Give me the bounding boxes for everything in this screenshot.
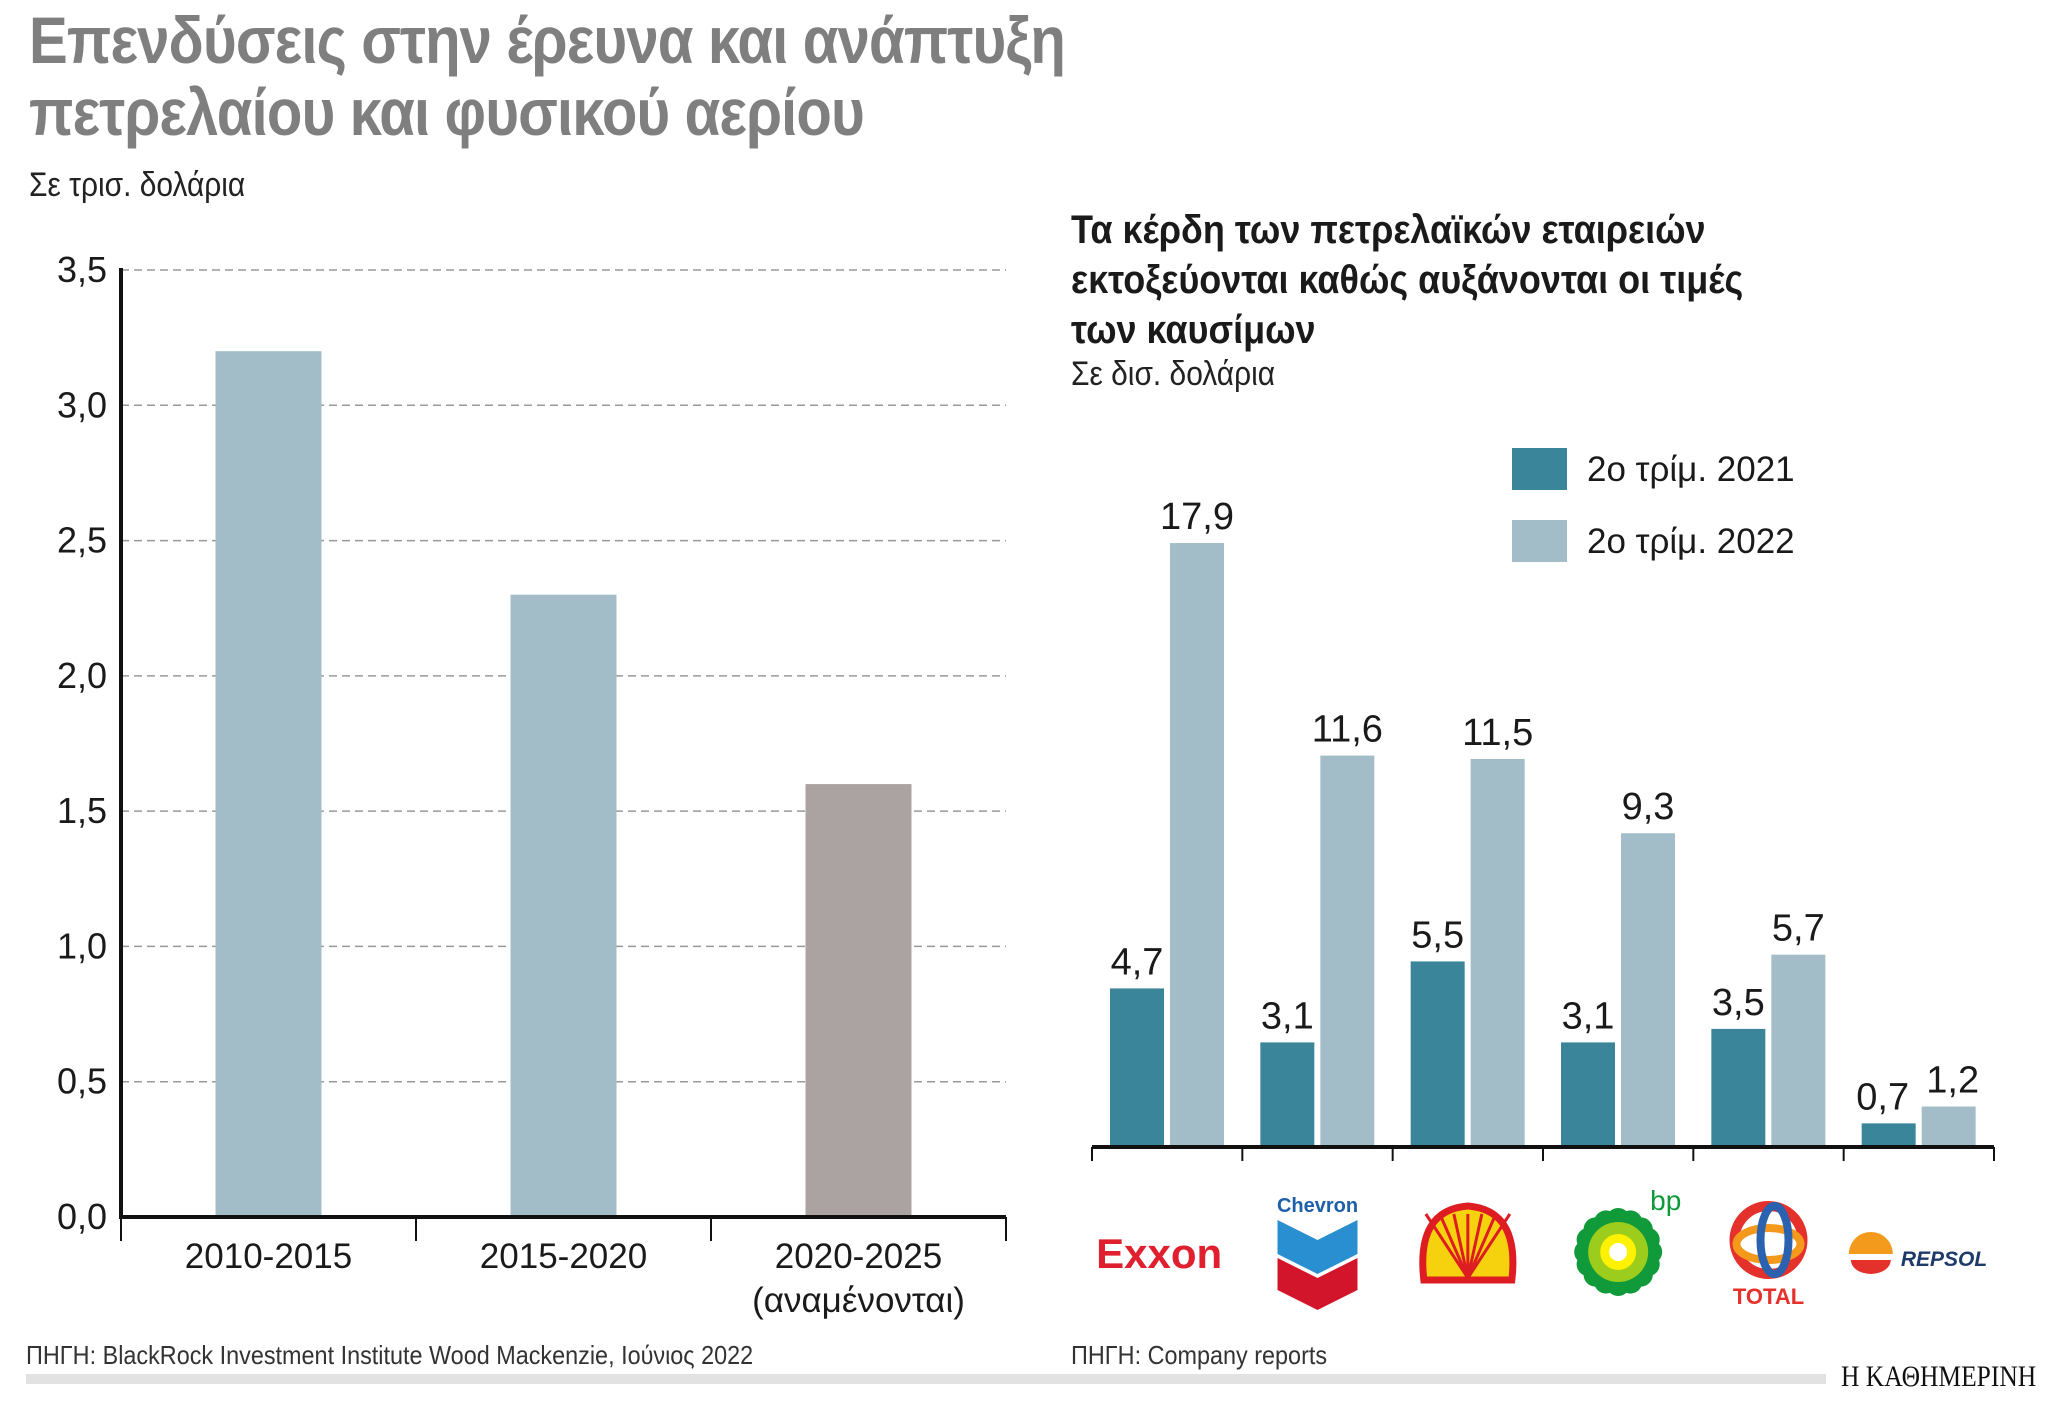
data-label: 1,2 [1926, 1060, 1979, 1102]
left-unit: Σε τρισ. δολάρια [29, 166, 246, 204]
repsol-bottom [1850, 1260, 1891, 1274]
publisher-logo: Η ΚΑΘΗΜΕΡΙΝΗ [1841, 1360, 2037, 1393]
shell-logo [1419, 1202, 1517, 1284]
bp-logo: bp [1574, 1185, 1681, 1296]
right-title-line2: εκτοξεύονται καθώς αυξάνονται οι τιμές [1071, 258, 1744, 302]
bar-exxon-series1 [1110, 988, 1164, 1147]
left-title-line1: Επενδύσεις στην έρευνα και ανάπτυξη [29, 3, 1066, 77]
y-tick-label: 2,5 [57, 520, 107, 561]
chevron-logo: Chevron [1277, 1195, 1358, 1310]
legend-label: 2ο τρίμ. 2022 [1587, 522, 1795, 561]
data-label: 11,5 [1462, 712, 1533, 754]
shell-rib [1466, 1213, 1498, 1279]
total-ring-orange [1732, 1224, 1805, 1264]
right-source: ΠΗΓΗ: Company reports [1071, 1340, 1328, 1370]
bar-bp-series1 [1561, 1042, 1615, 1147]
bar-total-series1 [1711, 1028, 1766, 1147]
x-tick-label: 2010-2015 [185, 1237, 352, 1276]
legend-swatch [1512, 520, 1567, 562]
y-tick-label: 1,0 [57, 925, 107, 966]
data-label: 0,7 [1856, 1076, 1909, 1118]
legend-label: 2ο τρίμ. 2021 [1587, 450, 1795, 489]
data-label: 5,7 [1772, 908, 1825, 950]
total-text: TOTAL [1733, 1284, 1804, 1309]
bar-2010-2015 [215, 351, 322, 1218]
y-tick-label: 0,0 [57, 1196, 107, 1237]
bar-chevron-series2 [1320, 755, 1375, 1147]
x-tick-sublabel: (αναμένονται) [752, 1281, 965, 1320]
bp-center [1609, 1243, 1628, 1261]
bar-exxon-series2 [1170, 543, 1224, 1147]
data-label: 17,9 [1160, 496, 1234, 538]
data-label: 3,1 [1562, 995, 1615, 1037]
chevron-lower [1277, 1258, 1358, 1310]
bar-2015-2020 [510, 594, 617, 1217]
data-label: 3,5 [1712, 982, 1765, 1024]
y-tick-label: 3,0 [57, 384, 107, 425]
left-title-line2: πετρελαίου και φυσικού αερίου [29, 75, 865, 149]
total-ring-blue [1756, 1202, 1793, 1278]
shell-rib [1438, 1213, 1470, 1279]
chevron-logo-text: Chevron [1277, 1195, 1358, 1217]
y-tick-label: 2,0 [57, 655, 107, 696]
data-label: 3,1 [1261, 995, 1314, 1037]
data-label: 11,6 [1312, 709, 1383, 751]
repsol-logo: REPSOL [1848, 1232, 1987, 1274]
x-tick-label: 2020-2025 [775, 1237, 942, 1276]
bar-2020-2025 [805, 784, 912, 1217]
bar-total-series2 [1771, 954, 1826, 1147]
data-label: 4,7 [1111, 941, 1164, 983]
footer-bar [26, 1374, 1826, 1384]
shell-rib [1424, 1213, 1470, 1279]
y-tick-label: 1,5 [57, 790, 107, 831]
shell-rib [1452, 1213, 1470, 1279]
bp-text: bp [1650, 1185, 1681, 1216]
bar-shell-series2 [1470, 758, 1525, 1147]
chevron-upper [1277, 1220, 1358, 1274]
repsol-top [1848, 1232, 1893, 1254]
y-tick-label: 0,5 [57, 1061, 107, 1102]
data-label: 5,5 [1411, 914, 1464, 956]
right-unit: Σε δισ. δολάρια [1071, 355, 1276, 393]
repsol-band [1848, 1254, 1893, 1259]
bar-bp-series2 [1621, 833, 1675, 1147]
x-tick-label: 2015-2020 [480, 1237, 647, 1276]
bar-repsol-series2 [1921, 1106, 1976, 1147]
data-label: 9,3 [1622, 786, 1675, 828]
total-logo: TOTAL [1729, 1201, 1808, 1309]
exxon-logo: Exxon [1096, 1230, 1222, 1277]
bar-chevron-series1 [1260, 1042, 1315, 1147]
shell-rib [1466, 1213, 1512, 1279]
shell-rib [1466, 1213, 1484, 1279]
right-title-line3: των καυσίμων [1071, 308, 1316, 352]
left-source: ΠΗΓΗ: BlackRock Investment Institute Woo… [26, 1340, 754, 1370]
legend-swatch [1512, 448, 1567, 490]
y-tick-label: 3,5 [57, 249, 107, 290]
bar-shell-series1 [1410, 961, 1465, 1147]
repsol-text: REPSOL [1901, 1248, 1987, 1271]
bar-repsol-series1 [1861, 1123, 1916, 1147]
right-title-line1: Τα κέρδη των πετρελαϊκών εταιρειών [1071, 208, 1706, 252]
